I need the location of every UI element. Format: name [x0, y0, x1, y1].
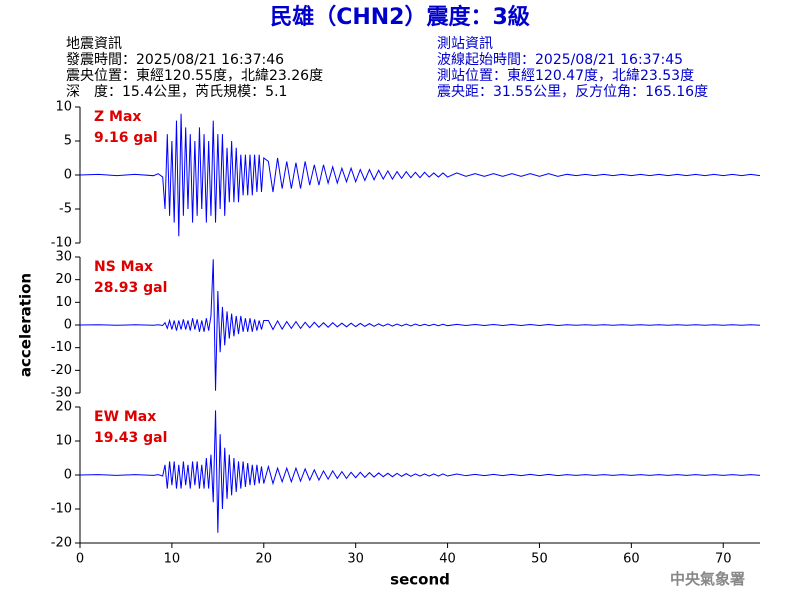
y-axis-label: acceleration	[17, 273, 35, 377]
station-info: 測站位置：東經120.47度，北緯23.53度	[437, 68, 694, 84]
waveform	[79, 113, 761, 237]
max-label: EW Max	[94, 409, 156, 425]
max-label: Z Max	[94, 109, 141, 125]
y-tick-label: 30	[55, 250, 72, 265]
station-info: 波線起始時間：2025/08/21 16:37:45	[437, 52, 683, 68]
max-label: 28.93 gal	[94, 280, 167, 296]
title: 民雄（CHN2）震度：3級	[270, 4, 530, 30]
x-tick-label: 50	[531, 552, 548, 567]
event-info: 深 度：15.4公里，芮氏規模：5.1	[66, 83, 287, 100]
y-tick-label: 10	[55, 295, 72, 310]
y-tick-label: -30	[51, 386, 72, 401]
y-tick-label: 0	[64, 468, 72, 483]
max-label: 19.43 gal	[94, 430, 167, 446]
y-tick-label: -5	[59, 202, 72, 217]
y-tick-label: 0	[64, 318, 72, 333]
y-tick-label: 20	[55, 400, 72, 415]
event-info: 地震資訊	[66, 36, 122, 52]
x-tick-label: 10	[164, 552, 181, 567]
y-tick-label: 20	[55, 272, 72, 287]
y-tick-label: 10	[55, 100, 72, 115]
waveform	[79, 410, 761, 533]
y-tick-label: 10	[55, 434, 72, 449]
station-info: 震央距：31.55公里，反方位角：165.16度	[437, 84, 708, 100]
x-tick-label: 70	[715, 552, 732, 567]
event-info: 震央位置：東經120.55度，北緯23.26度	[66, 68, 323, 84]
x-tick-label: 30	[347, 552, 364, 567]
x-tick-label: 20	[256, 552, 273, 567]
y-tick-label: 5	[64, 134, 72, 149]
y-tick-label: -10	[51, 502, 72, 517]
station-info: 測站資訊	[437, 36, 493, 52]
y-tick-label: 0	[64, 168, 72, 183]
footer: 中央氣象署	[670, 570, 745, 588]
waveform	[79, 259, 761, 391]
x-axis-label: second	[390, 571, 450, 589]
y-tick-label: -10	[51, 236, 72, 251]
x-tick-label: 60	[623, 552, 640, 567]
max-label: NS Max	[94, 259, 153, 275]
y-tick-label: -20	[51, 363, 72, 378]
y-tick-label: -20	[51, 536, 72, 551]
max-label: 9.16 gal	[94, 130, 158, 146]
x-tick-label: 40	[439, 552, 456, 567]
y-tick-label: -10	[51, 340, 72, 355]
event-info: 發震時間：2025/08/21 16:37:46	[66, 52, 284, 68]
x-tick-label: 0	[76, 552, 84, 567]
